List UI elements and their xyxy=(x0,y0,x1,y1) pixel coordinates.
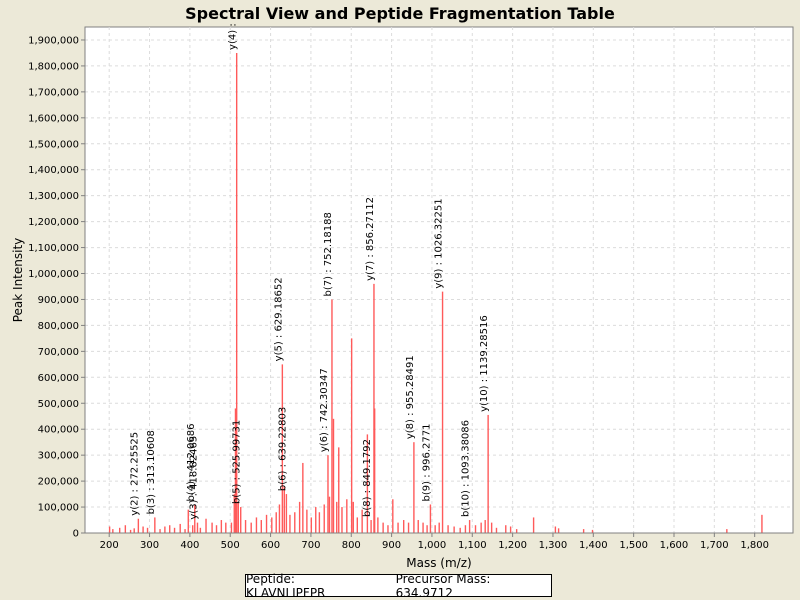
peak-annotation-label: y(6) : 742.30347 xyxy=(319,368,330,452)
y-tick-label: 1,800,000 xyxy=(28,61,79,72)
grid xyxy=(85,27,793,534)
y-tick-label: 100,000 xyxy=(38,503,79,514)
y-axis-label: Peak Intensity xyxy=(11,238,25,323)
y-tick-label: 600,000 xyxy=(38,373,79,384)
peak-annotation-label: b(6) : 639.22803 xyxy=(277,407,288,491)
y-tick-label: 400,000 xyxy=(38,425,79,436)
x-tick-label: 300 xyxy=(140,540,159,551)
peak-annotation-label: y(7) : 856.27112 xyxy=(365,197,376,281)
peak-annotation-label: b(7) : 752.18188 xyxy=(323,212,334,296)
peak-annotation-label: b(3) : 313.10608 xyxy=(146,430,157,514)
plot-area xyxy=(84,26,794,534)
peak-annotation-label: b(4) : 412.0686 xyxy=(186,423,197,501)
x-tick-label: 1,100 xyxy=(458,540,487,551)
y-tick-label: 1,000,000 xyxy=(28,269,79,280)
y-tick-label: 1,200,000 xyxy=(28,217,79,228)
peak-annotation-label: y(2) : 272.25525 xyxy=(129,432,140,516)
x-tick-label: 200 xyxy=(100,540,119,551)
x-tick-label: 1,000 xyxy=(418,540,447,551)
peak-annotation-label: y(10) : 1139.28516 xyxy=(479,315,490,412)
x-tick-label: 900 xyxy=(382,540,401,551)
peak-annotation-label: y(8) : 955.28491 xyxy=(405,355,416,439)
x-axis-label: Mass (m/z) xyxy=(406,556,471,570)
x-tick-label: 800 xyxy=(342,540,361,551)
x-tick-label: 1,200 xyxy=(498,540,527,551)
y-tick-label: 1,400,000 xyxy=(28,165,79,176)
peak-annotation-label: b(10) : 1093.38086 xyxy=(461,420,472,517)
x-tick-label: 600 xyxy=(261,540,280,551)
y-tick-label: 500,000 xyxy=(38,399,79,410)
y-tick-label: 1,300,000 xyxy=(28,191,79,202)
peak-annotation-label: y(3) : 418.82465 xyxy=(188,436,199,520)
chart-title: Spectral View and Peptide Fragmentation … xyxy=(185,4,615,23)
y-tick-label: 0 xyxy=(73,529,79,540)
y-tick-label: 700,000 xyxy=(38,347,79,358)
peak-annotation-label: b(9) : 996.2771 xyxy=(421,423,432,501)
peaks xyxy=(108,52,763,533)
x-tick-label: 400 xyxy=(180,540,199,551)
y-tick-label: 1,900,000 xyxy=(28,35,79,46)
peak-annotation-label: y(5) : 629.18652 xyxy=(273,277,284,361)
peak-annotation-label: b(5) : 525.99731 xyxy=(232,420,243,504)
x-tick-label: 1,700 xyxy=(700,540,729,551)
x-tick-label: 1,600 xyxy=(660,540,689,551)
x-tick-label: 1,300 xyxy=(539,540,568,551)
x-tick-label: 1,400 xyxy=(579,540,608,551)
y-tick-label: 800,000 xyxy=(38,321,79,332)
peptide-label: Peptide: KLAVNLIPFPR xyxy=(246,571,326,600)
x-tick-label: 1,800 xyxy=(740,540,769,551)
y-tick-label: 300,000 xyxy=(38,451,79,462)
y-tick-label: 1,100,000 xyxy=(28,243,79,254)
peak-annotation-label: y(4) : xyxy=(228,23,239,50)
peak-annotation-label: b(8) : 849.1792 xyxy=(362,439,373,517)
y-tick-label: 1,700,000 xyxy=(28,87,79,98)
y-tick-label: 900,000 xyxy=(38,295,79,306)
axes: 200 300 400 500 600 700 800 900 1,000 1,100 1,200 1… xyxy=(28,27,793,551)
x-tick-label: 500 xyxy=(221,540,240,551)
x-tick-label: 700 xyxy=(301,540,320,551)
y-tick-label: 200,000 xyxy=(38,477,79,488)
peak-annotations: y(2) : 272.25525 b(3) : 313.10608 y(3) : 4… xyxy=(129,23,490,519)
y-tick-label: 1,600,000 xyxy=(28,113,79,124)
precursor-mass-label: Precursor Mass: 634.9712 xyxy=(395,571,491,600)
peptide-info-box: Peptide: KLAVNLIPFPR Precursor Mass: 634… xyxy=(245,571,552,600)
y-tick-label: 1,500,000 xyxy=(28,139,79,150)
peak-annotation-label: y(9) : 1026.32251 xyxy=(434,198,445,288)
x-tick-label: 1,500 xyxy=(619,540,648,551)
